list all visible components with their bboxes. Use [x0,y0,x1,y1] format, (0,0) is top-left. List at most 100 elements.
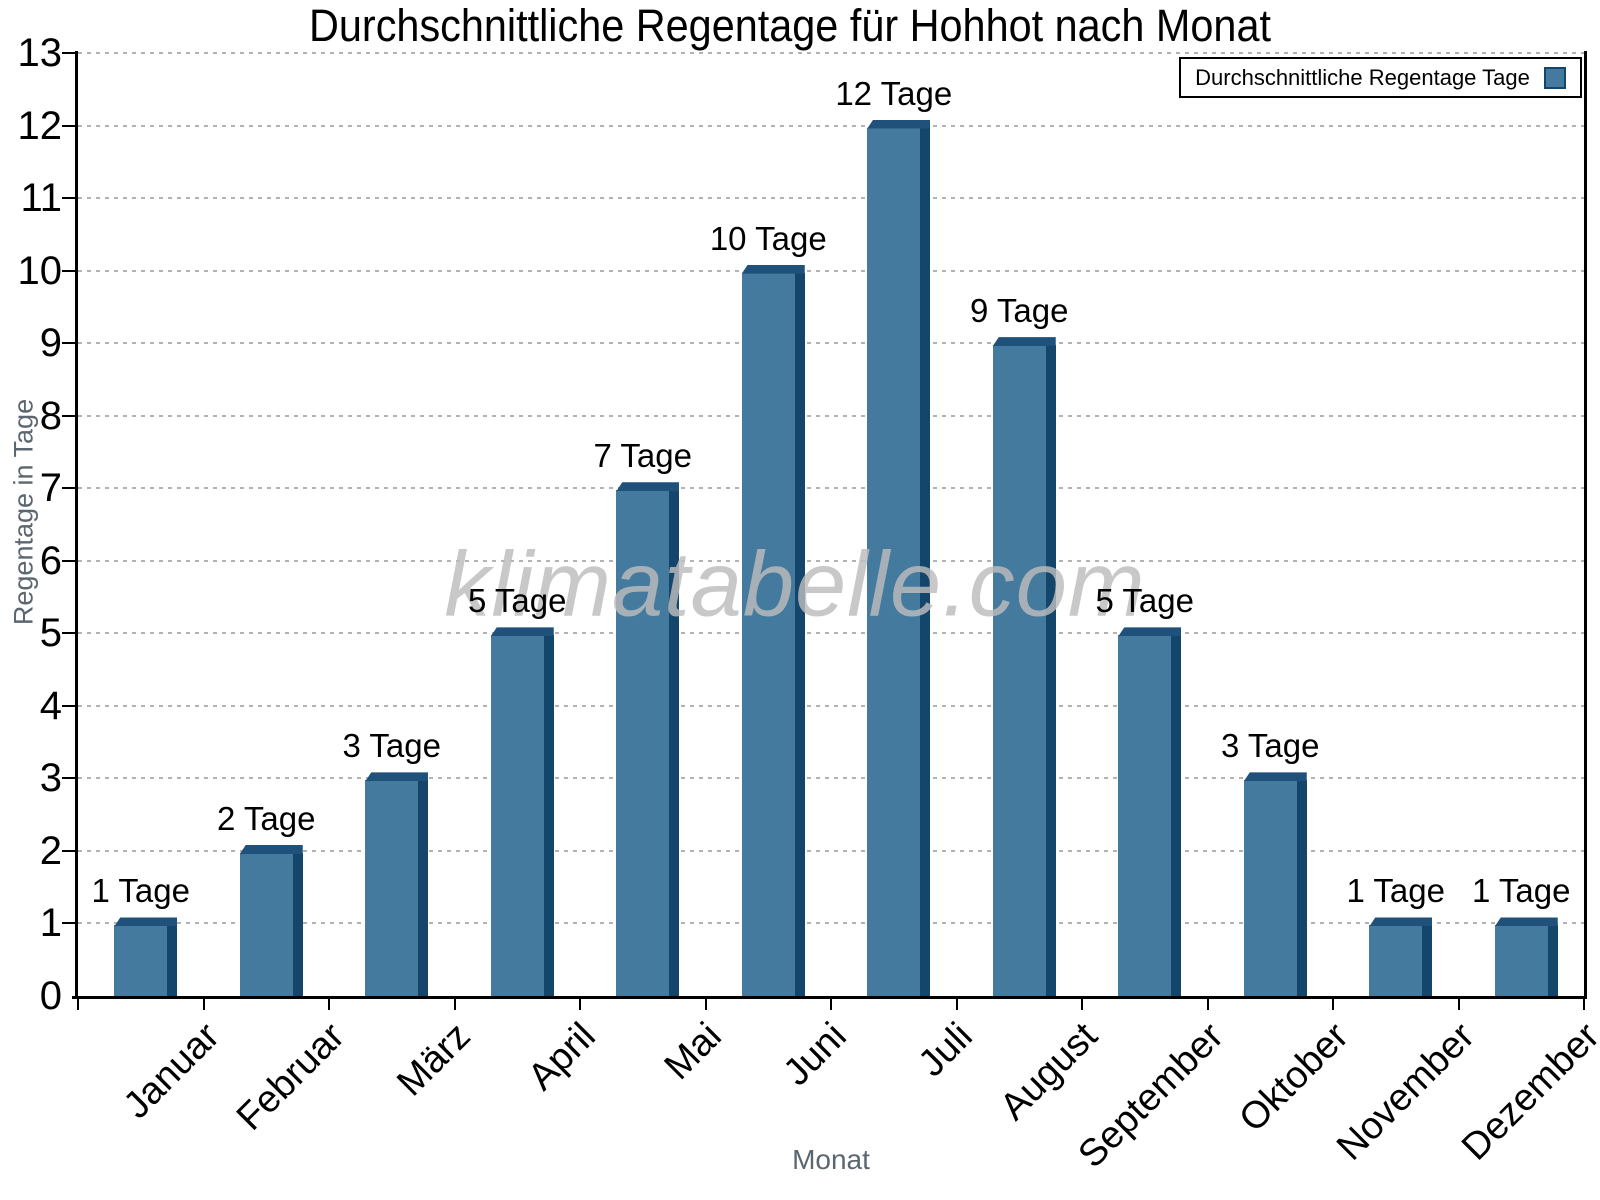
x-tick [202,997,205,1010]
bar-top-shadow [616,482,680,492]
bar-august [992,337,1056,996]
y-tick [62,704,75,707]
bar-face [741,272,795,996]
bar-face [867,127,921,996]
y-tick-label-9: 9 [39,321,62,366]
bar-side-shadow [1045,345,1056,996]
x-tick-label-juni: Juni [775,1015,855,1094]
bar-value-label-oktober: 3 Tage [1221,727,1320,765]
y-tick-label-6: 6 [39,538,62,583]
y-tick [62,269,75,272]
bar-value-label-februar: 2 Tage [217,799,316,837]
y-axis-line [75,51,78,999]
legend-color-swatch [1543,66,1566,89]
x-tick [1206,997,1209,1010]
y-tick-label-10: 10 [17,248,63,293]
bar-mai [616,482,680,996]
gridline-10 [78,269,1584,272]
x-tick-label-mai: Mai [656,1015,730,1088]
y-tick [62,414,75,417]
bar-september [1118,627,1182,996]
chart-title: Durchschnittliche Regentage für Hohhot n… [309,0,1271,51]
y-tick-label-11: 11 [20,176,62,221]
y-tick [62,559,75,562]
bar-juli [867,119,931,996]
x-tick-label-november: November [1328,1015,1483,1169]
legend-label: Durchschnittliche Regentage Tage [1195,64,1530,90]
bar-value-label-mai: 7 Tage [593,437,692,475]
bar-side-shadow [794,272,805,996]
y-tick [62,342,75,345]
bar-april [490,627,554,996]
bar-side-shadow [1547,925,1558,996]
y-tick-label-8: 8 [39,393,62,438]
bar-face [239,852,293,996]
x-tick [77,997,79,1010]
x-tick [579,997,581,1010]
gridline-13 [78,52,1584,55]
bar-value-label-april: 5 Tage [468,582,567,620]
plot-area: 0 1 2 3 4 5 6 7 8 9 10 11 12 13 1 Tage Januar 2 Tage Febr… [18,33,1600,1176]
bar-face [1118,635,1172,996]
x-tick [453,997,456,1010]
legend: Durchschnittliche Regentage Tage [1179,57,1582,98]
y-tick [62,52,75,55]
plot-right-border [1584,51,1587,996]
x-tick-label-märz: März [388,1015,479,1105]
bar-top-shadow [992,337,1056,347]
gridline-8 [78,414,1584,417]
y-tick-label-1: 1 [39,901,62,946]
x-tick [328,997,330,1010]
bar-side-shadow [669,490,680,996]
y-tick-label-2: 2 [39,828,62,873]
x-tick-label-juli: Juli [910,1015,981,1086]
bar-top-shadow [490,627,554,637]
bar-side-shadow [1296,780,1307,996]
bar-side-shadow [1171,635,1182,996]
bar-face [616,490,670,996]
bar-value-label-august: 9 Tage [970,292,1069,330]
bar-januar [114,917,178,996]
bar-märz [365,772,429,996]
y-tick-label-13: 13 [17,31,63,75]
bar-side-shadow [920,127,931,996]
y-tick-label-3: 3 [39,756,62,801]
bar-value-label-juli: 12 Tage [835,74,953,112]
bar-value-label-september: 5 Tage [1095,582,1194,620]
gridline-12 [78,124,1584,127]
bar-oktober [1243,772,1307,996]
bar-face [1369,925,1423,996]
watermark: klimatabelle.com [444,533,1146,636]
x-tick [830,997,832,1010]
gridline-2 [78,849,1584,852]
bar-side-shadow [167,925,178,996]
y-tick-label-12: 12 [17,103,63,148]
bar-top-shadow [1243,772,1307,782]
x-tick-label-april: April [520,1015,604,1099]
bar-top-shadow [239,844,303,854]
x-tick [955,997,958,1010]
bar-value-label-januar: 1 Tage [91,872,190,910]
y-tick-label-7: 7 [39,466,62,511]
x-tick-label-oktober: Oktober [1231,1015,1357,1141]
y-tick [62,922,75,925]
bar-value-label-juni: 10 Tage [709,219,827,257]
y-tick [62,632,75,635]
bar-face [490,635,544,996]
y-tick-label-0: 0 [39,974,62,1018]
bar-top-shadow [1494,917,1558,927]
y-tick [62,487,75,490]
x-axis-title: Monat [792,1144,870,1175]
bar-side-shadow [1422,925,1433,996]
gridline-5 [78,632,1584,635]
gridline-11 [78,197,1584,200]
y-tick [62,197,75,200]
gridline-9 [78,342,1584,345]
x-axis-line [72,996,1587,999]
y-tick-label-5: 5 [39,611,62,656]
gridline-6 [78,559,1584,562]
x-tick [1081,997,1083,1010]
bar-side-shadow [418,780,429,996]
x-tick-label-februar: Februar [228,1015,353,1139]
x-tick [704,997,707,1010]
